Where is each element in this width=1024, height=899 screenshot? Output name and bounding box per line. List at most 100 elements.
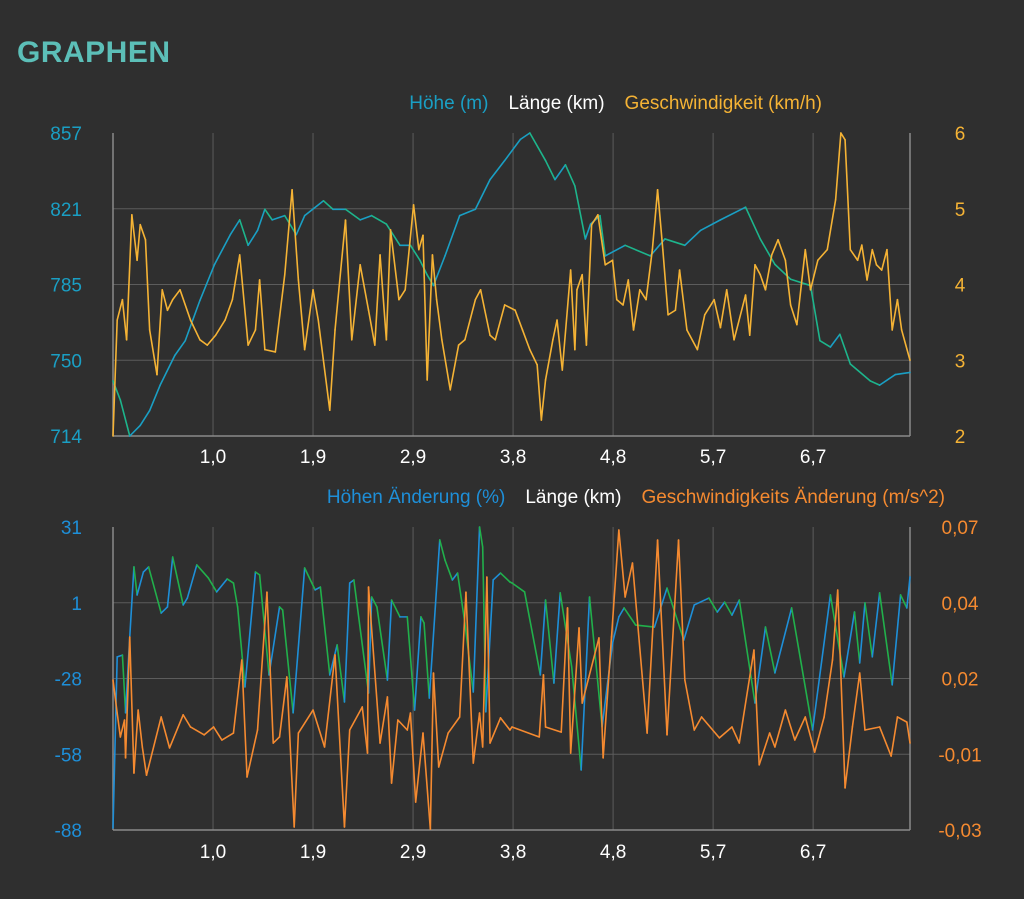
series-segment bbox=[581, 273, 588, 346]
series-segment bbox=[441, 338, 452, 391]
series-segment bbox=[161, 289, 169, 312]
y-right-tick-label: 0,07 bbox=[942, 518, 979, 539]
series-segment bbox=[611, 259, 618, 301]
series-segment bbox=[738, 649, 755, 744]
series-segment bbox=[886, 248, 893, 331]
series-segment bbox=[422, 732, 432, 830]
series-segment bbox=[212, 726, 223, 741]
series-segment bbox=[336, 644, 346, 703]
x-tick-label: 1,9 bbox=[300, 447, 326, 468]
y-left-tick-label: -58 bbox=[55, 745, 82, 766]
series-segment bbox=[456, 572, 466, 624]
series-segment bbox=[554, 163, 567, 181]
series-segment bbox=[503, 304, 516, 312]
series-segment bbox=[281, 609, 294, 714]
series-segment bbox=[173, 339, 187, 357]
series-segment bbox=[789, 304, 798, 326]
series-segment bbox=[604, 259, 614, 266]
series-segment bbox=[367, 586, 381, 744]
series-segment bbox=[350, 264, 361, 341]
series-segment bbox=[437, 732, 449, 768]
y-left-tick-label: 821 bbox=[50, 200, 82, 221]
series-segment bbox=[206, 334, 217, 346]
series-segment bbox=[136, 223, 142, 262]
series-segment bbox=[624, 562, 634, 598]
series-segment bbox=[124, 636, 131, 759]
series-segment bbox=[334, 654, 346, 828]
series-segment bbox=[693, 597, 710, 606]
series-segment bbox=[844, 726, 854, 789]
series-segment bbox=[319, 586, 331, 676]
series-segment bbox=[896, 298, 903, 331]
series-segment bbox=[148, 329, 158, 376]
series-segment bbox=[426, 274, 435, 287]
series-segment bbox=[796, 248, 807, 326]
series-segment bbox=[413, 616, 422, 711]
series-segment bbox=[906, 576, 911, 609]
series-segment bbox=[328, 329, 336, 412]
series-segment bbox=[774, 607, 793, 674]
series-segment bbox=[479, 289, 486, 312]
chart-1: 714 750 785 821 857 2 3 4 5 6 1,0 1,9 2,9 3,8 4,8 5,7 6,… bbox=[50, 124, 965, 468]
series-segment bbox=[343, 582, 351, 703]
series-segment bbox=[754, 626, 767, 704]
series-segment bbox=[348, 706, 364, 731]
series-segment bbox=[264, 208, 273, 221]
series-segment bbox=[406, 616, 416, 711]
series-segment bbox=[199, 338, 209, 346]
y-left-tick-label: 1 bbox=[71, 594, 82, 615]
legend-elevation-change: Höhen Änderung (%) bbox=[326, 487, 506, 508]
series-segment bbox=[544, 726, 563, 733]
series-segment bbox=[254, 279, 261, 331]
series-segment bbox=[385, 229, 392, 341]
series-segment bbox=[723, 601, 733, 616]
series-segment bbox=[404, 204, 415, 291]
x-tick-label: 1,0 bbox=[200, 842, 226, 863]
series-segment bbox=[674, 269, 681, 312]
series-segment bbox=[112, 319, 118, 437]
series-segment bbox=[891, 298, 899, 331]
series-segment bbox=[823, 659, 834, 718]
series-segment bbox=[784, 709, 796, 741]
series-segment bbox=[777, 239, 787, 262]
series-segment bbox=[556, 319, 564, 371]
series-segment bbox=[145, 716, 162, 776]
series-segment bbox=[431, 254, 438, 301]
series-segment bbox=[292, 567, 306, 714]
series-segment bbox=[226, 578, 235, 584]
series-segment bbox=[708, 597, 719, 613]
series-segment bbox=[627, 279, 635, 331]
series-segment bbox=[552, 319, 558, 341]
series-segment bbox=[481, 546, 487, 713]
series-segment bbox=[544, 338, 554, 381]
legend-speed: Geschwindigkeit (km/h) bbox=[624, 93, 822, 114]
series-segment bbox=[159, 354, 176, 386]
series-segment bbox=[580, 596, 591, 771]
series-segment bbox=[878, 726, 892, 757]
series-segment bbox=[409, 712, 417, 803]
series-segment bbox=[472, 526, 481, 693]
series-segment bbox=[156, 289, 164, 376]
series-segment bbox=[359, 214, 373, 221]
series-h-he-m- bbox=[112, 132, 911, 437]
series-segment bbox=[570, 666, 582, 771]
series-segment bbox=[221, 732, 235, 741]
y-right-tick-label: 0,04 bbox=[942, 594, 979, 615]
series-segment bbox=[662, 248, 669, 316]
series-segment bbox=[465, 591, 475, 764]
series-segment bbox=[900, 329, 911, 362]
series-segment bbox=[858, 602, 866, 664]
series-segment bbox=[878, 592, 893, 686]
x-tick-label: 3,8 bbox=[500, 842, 526, 863]
series-segment bbox=[819, 339, 832, 348]
series-segment bbox=[569, 627, 580, 754]
series-segment bbox=[632, 289, 641, 331]
series-segment bbox=[682, 604, 696, 641]
series-segment bbox=[186, 564, 198, 599]
series-segment bbox=[232, 582, 239, 608]
series-segment bbox=[297, 279, 306, 351]
series-segment bbox=[768, 732, 776, 748]
series-segment bbox=[141, 746, 148, 776]
series-segment bbox=[578, 627, 583, 704]
series-segment bbox=[195, 564, 210, 579]
